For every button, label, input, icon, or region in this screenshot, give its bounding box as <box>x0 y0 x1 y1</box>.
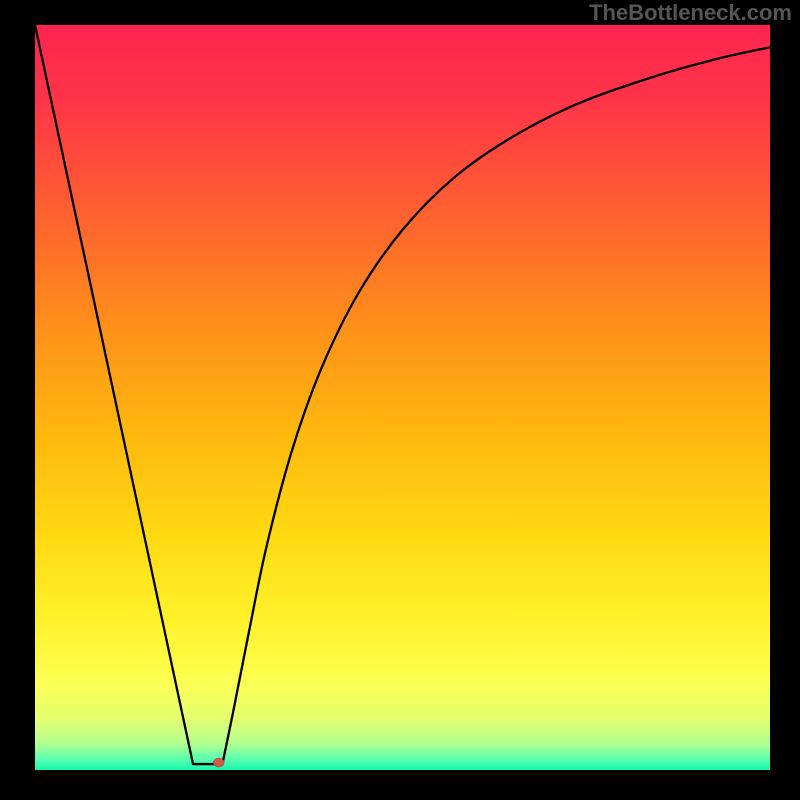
watermark-label: TheBottleneck.com <box>589 0 792 26</box>
chart-container: TheBottleneck.com <box>0 0 800 800</box>
gradient-background <box>35 25 770 770</box>
plot-area <box>35 25 770 770</box>
